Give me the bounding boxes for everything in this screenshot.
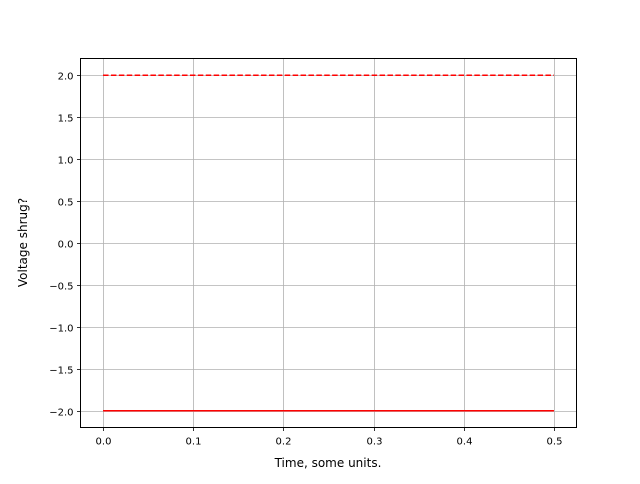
y-tick-label: −2.0 xyxy=(49,408,73,419)
x-tick-label: 0.5 xyxy=(547,437,563,448)
axes-frame xyxy=(80,58,577,428)
y-tick-label: 1.5 xyxy=(58,114,74,125)
y-tick-label: 2.0 xyxy=(58,72,74,83)
x-tick-label: 0.1 xyxy=(186,437,202,448)
y-tick-label: 0.0 xyxy=(58,240,74,251)
y-axis-label: Voltage shrug? xyxy=(16,198,30,287)
y-tick-label: −1.0 xyxy=(49,324,73,335)
y-tick-label: 1.0 xyxy=(58,156,74,167)
x-axis-label: Time, some units. xyxy=(274,456,382,470)
y-tick-label: 0.5 xyxy=(58,198,74,209)
grid xyxy=(80,58,577,428)
x-tick-label: 0.3 xyxy=(367,437,383,448)
y-tick-label: −0.5 xyxy=(49,282,73,293)
y-tick-label: −1.5 xyxy=(49,366,73,377)
series-group xyxy=(103,74,554,412)
x-tick-label: 0.4 xyxy=(457,437,473,448)
x-tick-label: 0.2 xyxy=(276,437,292,448)
x-tick-label: 0.0 xyxy=(96,437,112,448)
y-ticks: −2.0 −1.5 −1.0 −0.5 0.0 0.5 1.0 1.5 2.0 xyxy=(49,72,81,419)
x-ticks: 0.0 0.1 0.2 0.3 0.4 0.5 xyxy=(96,427,563,448)
